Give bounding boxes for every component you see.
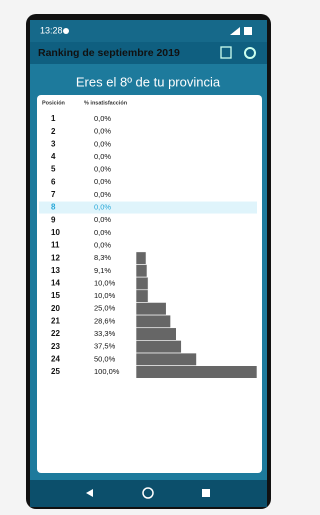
subtitle: Eres el 8º de tu provincia xyxy=(76,74,221,89)
bar xyxy=(136,302,166,315)
bar xyxy=(136,340,181,353)
phone: 13:28 Ranking de septiembre 2019 Eres el… xyxy=(0,0,283,510)
recents-button[interactable] xyxy=(202,489,210,497)
percent-label: 0,0% xyxy=(94,228,111,237)
percent-label: 10,0% xyxy=(94,291,116,300)
bar xyxy=(136,353,197,366)
ranking-card xyxy=(37,95,262,473)
position: 15 xyxy=(51,291,60,300)
percent-label: 0,0% xyxy=(94,190,111,199)
percent-label: 0,0% xyxy=(94,215,111,224)
percent-label: 100,0% xyxy=(94,367,120,376)
highlight-row xyxy=(39,202,257,214)
bar xyxy=(136,252,146,265)
percent-label: 33,3% xyxy=(94,329,116,338)
position: 21 xyxy=(51,317,60,326)
percent-label: 0,0% xyxy=(94,240,111,249)
percent-label: 8,3% xyxy=(94,253,111,262)
app-title: Ranking de septiembre 2019 xyxy=(38,47,180,59)
bar xyxy=(136,328,176,341)
percent-label: 0,0% xyxy=(94,165,111,174)
position: 23 xyxy=(51,342,60,351)
percent-label: 0,0% xyxy=(94,203,111,212)
position: 25 xyxy=(51,367,60,376)
bar xyxy=(136,366,257,379)
percent-label: 37,5% xyxy=(94,342,116,351)
position: 22 xyxy=(51,329,60,338)
position: 13 xyxy=(51,266,60,275)
percent-label: 25,0% xyxy=(94,304,116,313)
column-header: % insatisfacción xyxy=(84,100,128,106)
position: 6 xyxy=(51,177,56,186)
percent-label: 0,0% xyxy=(94,114,111,123)
position: 12 xyxy=(51,253,60,262)
position: 10 xyxy=(51,228,60,237)
bar xyxy=(136,277,148,290)
position: 7 xyxy=(51,190,56,199)
position: 2 xyxy=(51,127,56,136)
position: 14 xyxy=(51,279,60,288)
column-header: Posición xyxy=(42,100,66,106)
percent-label: 28,6% xyxy=(94,316,116,325)
position: 9 xyxy=(51,215,56,224)
bar xyxy=(136,315,171,328)
position: 11 xyxy=(51,241,60,250)
bar xyxy=(136,265,147,278)
position: 8 xyxy=(51,203,56,212)
position: 3 xyxy=(51,139,56,148)
percent-label: 9,1% xyxy=(94,266,111,275)
page: 13:28 Ranking de septiembre 2019 Eres el… xyxy=(0,0,283,510)
position: 1 xyxy=(51,114,56,123)
status-time: 13:28 xyxy=(40,25,63,35)
battery-icon xyxy=(244,27,252,35)
percent-label: 0,0% xyxy=(94,152,111,161)
percent-label: 0,0% xyxy=(94,177,111,186)
position: 24 xyxy=(51,354,60,363)
percent-label: 50,0% xyxy=(94,354,116,363)
status-icon xyxy=(63,28,69,34)
position: 4 xyxy=(51,152,56,161)
position: 5 xyxy=(51,165,56,174)
position: 20 xyxy=(51,304,60,313)
nav-bar xyxy=(30,480,267,507)
percent-label: 0,0% xyxy=(94,139,111,148)
percent-label: 0,0% xyxy=(94,127,111,136)
percent-label: 10,0% xyxy=(94,278,116,287)
bar xyxy=(136,290,148,303)
